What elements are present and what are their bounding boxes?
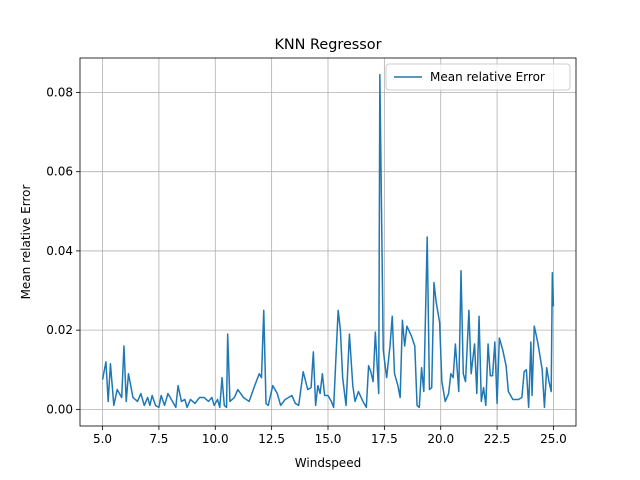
x-tick-label: 17.5	[371, 432, 398, 446]
x-tick-label: 7.5	[149, 432, 168, 446]
chart-title: KNN Regressor	[274, 37, 381, 53]
y-tick-label: 0.04	[46, 244, 73, 258]
x-tick-label: 12.5	[258, 432, 285, 446]
data-line	[101, 73, 555, 409]
x-tick-label: 22.5	[484, 432, 511, 446]
y-tick-label: 0.06	[46, 165, 73, 179]
x-tick-label: 25.0	[540, 432, 567, 446]
axes-frame	[79, 57, 577, 427]
y-tick-label: 0.08	[46, 85, 73, 99]
y-tick-label: 0.00	[46, 402, 73, 416]
y-tick-label: 0.02	[46, 323, 73, 337]
y-axis-label: Mean relative Error	[19, 185, 33, 300]
x-tick-label: 10.0	[202, 432, 229, 446]
x-tick-label: 20.0	[427, 432, 454, 446]
x-tick-label: 5.0	[93, 432, 112, 446]
x-tick-label: 15.0	[315, 432, 342, 446]
x-axis-label: Windspeed	[295, 456, 361, 470]
legend-label: Mean relative Error	[430, 70, 545, 84]
legend-box	[385, 63, 571, 91]
